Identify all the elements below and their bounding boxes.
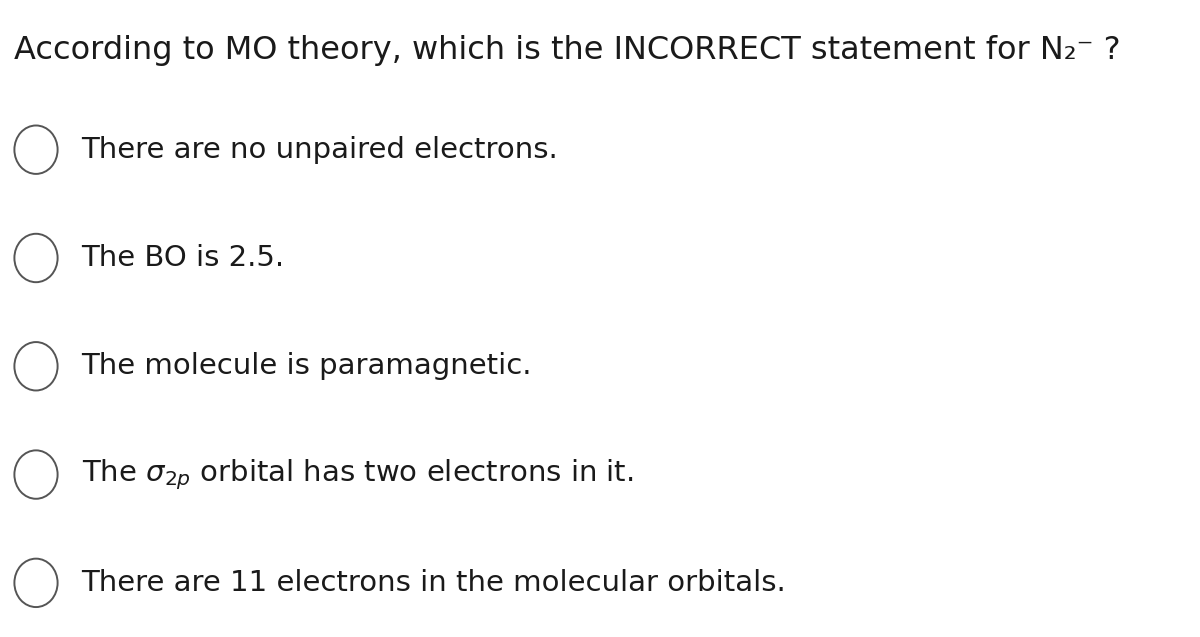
Text: The BO is 2.5.: The BO is 2.5. xyxy=(82,244,284,272)
Text: The molecule is paramagnetic.: The molecule is paramagnetic. xyxy=(82,352,532,380)
Text: There are no unpaired electrons.: There are no unpaired electrons. xyxy=(82,136,558,164)
Text: The $\sigma_{2p}$ orbital has two electrons in it.: The $\sigma_{2p}$ orbital has two electr… xyxy=(82,457,634,492)
Text: According to MO theory, which is the INCORRECT statement for N₂⁻ ?: According to MO theory, which is the INC… xyxy=(14,35,1121,66)
Text: There are 11 electrons in the molecular orbitals.: There are 11 electrons in the molecular … xyxy=(82,569,786,597)
